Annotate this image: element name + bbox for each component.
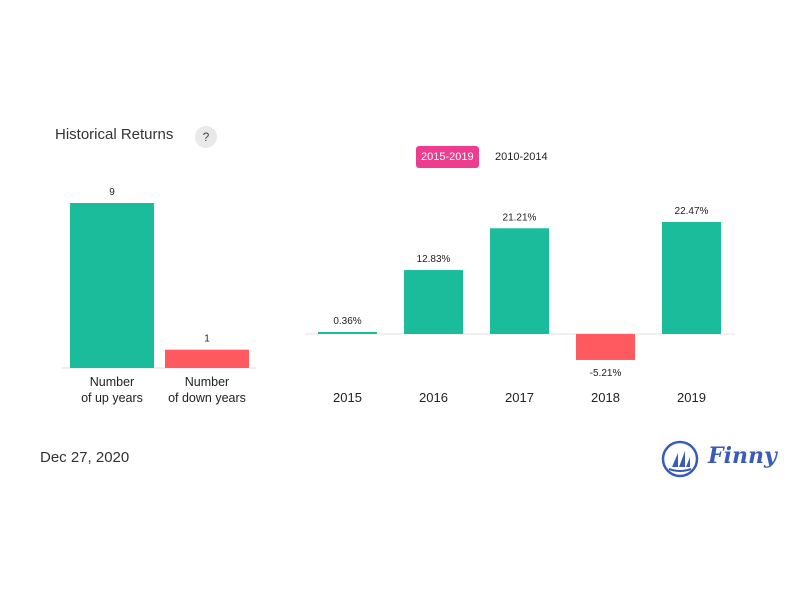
year-tick-2016: 2016	[419, 390, 448, 405]
return-bar-label-2019: 22.47%	[675, 206, 709, 217]
left-tick-label-1-line1: Number	[185, 375, 229, 389]
year-tick-2019: 2019	[677, 390, 706, 405]
chart-title: Historical Returns	[55, 126, 174, 143]
logo-text: Finny	[708, 443, 777, 469]
left-tick-label-0-line2: of up years	[81, 391, 143, 405]
left-bar-up-years	[70, 203, 154, 368]
left-tick-label-1-line2: of down years	[168, 391, 246, 405]
sailboat-icon	[661, 440, 699, 478]
return-bar-label-2016: 12.83%	[417, 254, 451, 265]
return-bar-2015	[318, 332, 377, 334]
return-bar-2017	[490, 228, 549, 334]
tab-2010-2014[interactable]: 2010-2014	[495, 151, 548, 163]
return-bar-label-2017: 21.21%	[503, 212, 537, 223]
return-bar-2016	[404, 270, 463, 334]
return-bar-label-2018: -5.21%	[590, 368, 622, 379]
tab-2015-2019[interactable]: 2015-2019	[416, 146, 479, 168]
year-tick-2018: 2018	[591, 390, 620, 405]
help-icon[interactable]: ?	[195, 126, 217, 148]
left-tick-label-0-line1: Number	[90, 375, 134, 389]
year-tick-2017: 2017	[505, 390, 534, 405]
left-bar-down-years	[165, 349, 249, 368]
left-bar-label-0: 9	[109, 187, 115, 198]
left-bar-label-1: 1	[204, 334, 210, 345]
return-bar-label-2015: 0.36%	[333, 316, 361, 327]
year-tick-2015: 2015	[333, 390, 362, 405]
finny-logo: Finny	[660, 437, 777, 481]
return-bar-2018	[576, 334, 635, 360]
return-bar-2019	[662, 222, 721, 334]
as-of-date: Dec 27, 2020	[40, 449, 130, 466]
